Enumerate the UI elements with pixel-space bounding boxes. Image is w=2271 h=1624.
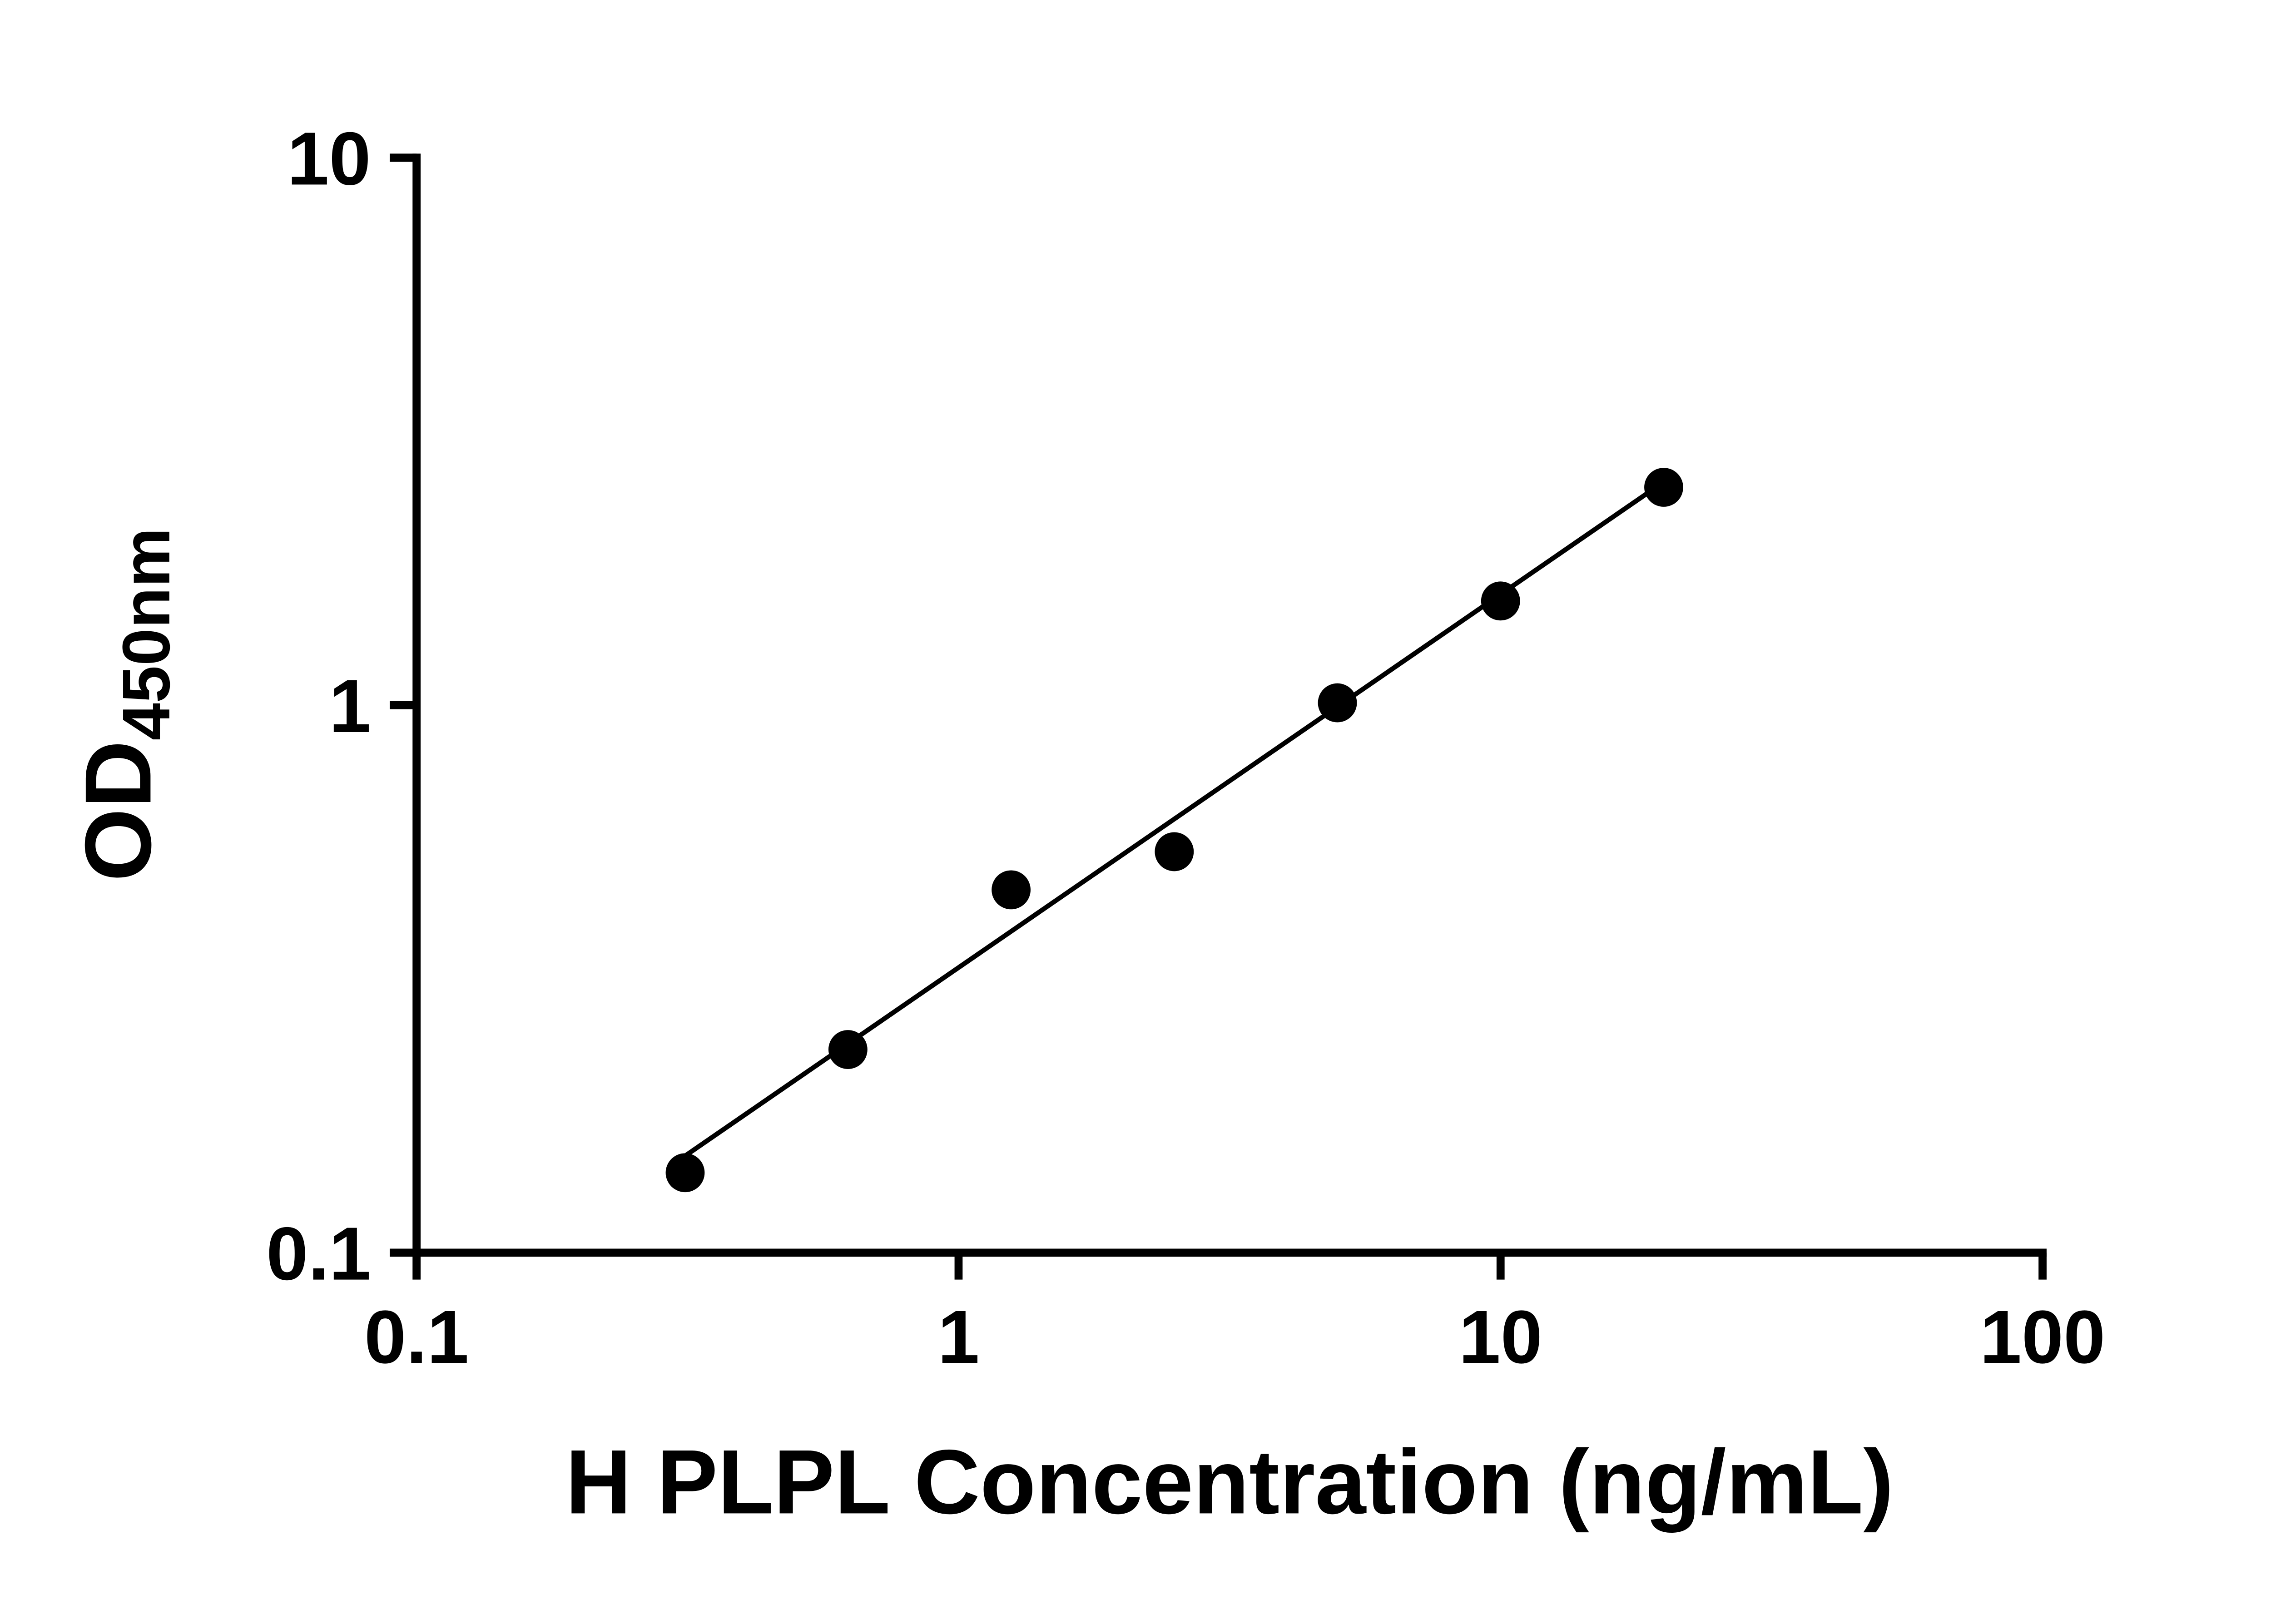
y-axis-label-subscript: 450nm — [109, 528, 184, 741]
data-point — [828, 1030, 868, 1069]
x-tick-label: 10 — [1459, 1295, 1542, 1379]
data-point — [1644, 468, 1683, 507]
y-tick-label: 10 — [287, 117, 371, 201]
data-point — [1155, 832, 1194, 871]
data-point — [1318, 683, 1357, 723]
y-tick-label: 0.1 — [266, 1212, 371, 1296]
x-tick-label: 1 — [937, 1295, 979, 1379]
y-axis-label-main: OD — [65, 740, 170, 881]
data-point — [665, 1153, 705, 1193]
y-tick-label: 1 — [329, 664, 371, 748]
data-point — [992, 870, 1031, 910]
trend-line — [674, 476, 1671, 1165]
x-tick-label: 100 — [1980, 1295, 2105, 1379]
y-axis-label: OD450nm — [65, 528, 183, 881]
data-point — [1481, 581, 1520, 621]
plot-area: 0.1 1 10 100 0.1 1 10 — [266, 117, 2105, 1379]
x-axis-label: H PLPL Concentration (ng/mL) — [565, 1431, 1894, 1533]
x-tick-label: 0.1 — [364, 1295, 469, 1379]
